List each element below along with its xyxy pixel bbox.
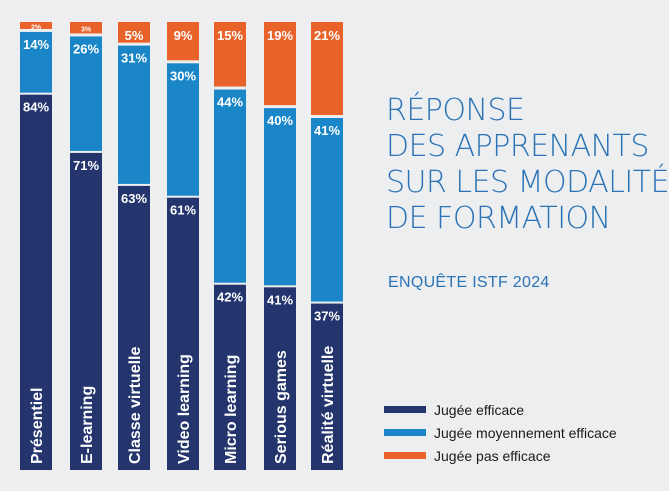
data-label: 14% bbox=[23, 37, 49, 52]
bar-segment bbox=[118, 45, 150, 184]
bar-segment bbox=[20, 22, 52, 29]
legend-label: Jugée pas efficace bbox=[434, 447, 551, 464]
bar-segment bbox=[264, 22, 296, 106]
data-label: 9% bbox=[174, 28, 193, 43]
data-label: 41% bbox=[267, 292, 293, 307]
category-label: Réalité virtuelle bbox=[320, 346, 337, 464]
bar-segment bbox=[70, 36, 102, 151]
title-line: SUR LES MODALITÉS bbox=[386, 165, 669, 200]
legend-item-moyennement: Jugée moyennement efficace bbox=[384, 421, 617, 444]
data-label: 5% bbox=[125, 28, 144, 43]
legend-item-pas: Jugée pas efficace bbox=[384, 444, 617, 467]
data-label: 42% bbox=[217, 290, 243, 305]
bar-segment bbox=[264, 287, 296, 470]
bar-segment bbox=[311, 303, 343, 470]
data-label: 2% bbox=[31, 24, 42, 31]
data-label: 61% bbox=[170, 203, 196, 218]
bar-segment bbox=[311, 22, 343, 116]
data-label: 40% bbox=[267, 113, 293, 128]
category-label: Présentiel bbox=[29, 388, 46, 464]
category-label: Micro learning bbox=[223, 355, 240, 464]
category-label: Video learning bbox=[176, 354, 193, 464]
chart-title: RÉPONSE DES APPRENANTS SUR LES MODALITÉS… bbox=[386, 93, 669, 237]
legend-swatch bbox=[384, 406, 426, 413]
bar-segment bbox=[70, 152, 102, 471]
bar-segment bbox=[118, 185, 150, 470]
title-line: RÉPONSE bbox=[386, 93, 525, 128]
category-label: Classe virtuelle bbox=[127, 347, 144, 465]
title-line: DES APPRENANTS bbox=[386, 129, 649, 164]
bar-segment bbox=[214, 89, 246, 283]
bar-segment bbox=[264, 108, 296, 286]
data-label: 19% bbox=[267, 28, 293, 43]
category-label: Serious games bbox=[273, 350, 290, 464]
bar-segment bbox=[167, 197, 199, 470]
chart-subtitle: ENQUÊTE ISTF 2024 bbox=[388, 274, 550, 291]
bar-segment bbox=[167, 22, 199, 61]
legend-swatch bbox=[384, 429, 426, 436]
data-label: 71% bbox=[73, 158, 99, 173]
data-label: 84% bbox=[23, 100, 49, 115]
bar-segment bbox=[118, 22, 150, 43]
legend-label: Jugée moyennement efficace bbox=[434, 424, 617, 441]
data-label: 21% bbox=[314, 28, 340, 43]
legend: Jugée efficace Jugée moyennement efficac… bbox=[384, 398, 617, 467]
data-label: 37% bbox=[314, 309, 340, 324]
data-label: 15% bbox=[217, 28, 243, 43]
data-label: 31% bbox=[121, 51, 147, 66]
title-line: DE FORMATION bbox=[386, 201, 611, 236]
legend-swatch bbox=[384, 452, 426, 459]
bar-segment bbox=[214, 22, 246, 87]
bar-segment bbox=[20, 31, 52, 93]
data-label: 41% bbox=[314, 123, 340, 138]
legend-item-efficace: Jugée efficace bbox=[384, 398, 617, 421]
bar-segment bbox=[70, 22, 102, 34]
data-label: 3% bbox=[81, 27, 92, 34]
bar-segment bbox=[20, 94, 52, 471]
data-label: 63% bbox=[121, 191, 147, 206]
legend-label: Jugée efficace bbox=[434, 401, 525, 418]
bar-segment bbox=[167, 63, 199, 196]
bar-segment bbox=[214, 284, 246, 470]
category-label: E-learning bbox=[79, 386, 96, 464]
bar-segment bbox=[311, 118, 343, 302]
data-label: 26% bbox=[73, 41, 99, 56]
data-label: 44% bbox=[217, 95, 243, 110]
data-label: 30% bbox=[170, 68, 196, 83]
